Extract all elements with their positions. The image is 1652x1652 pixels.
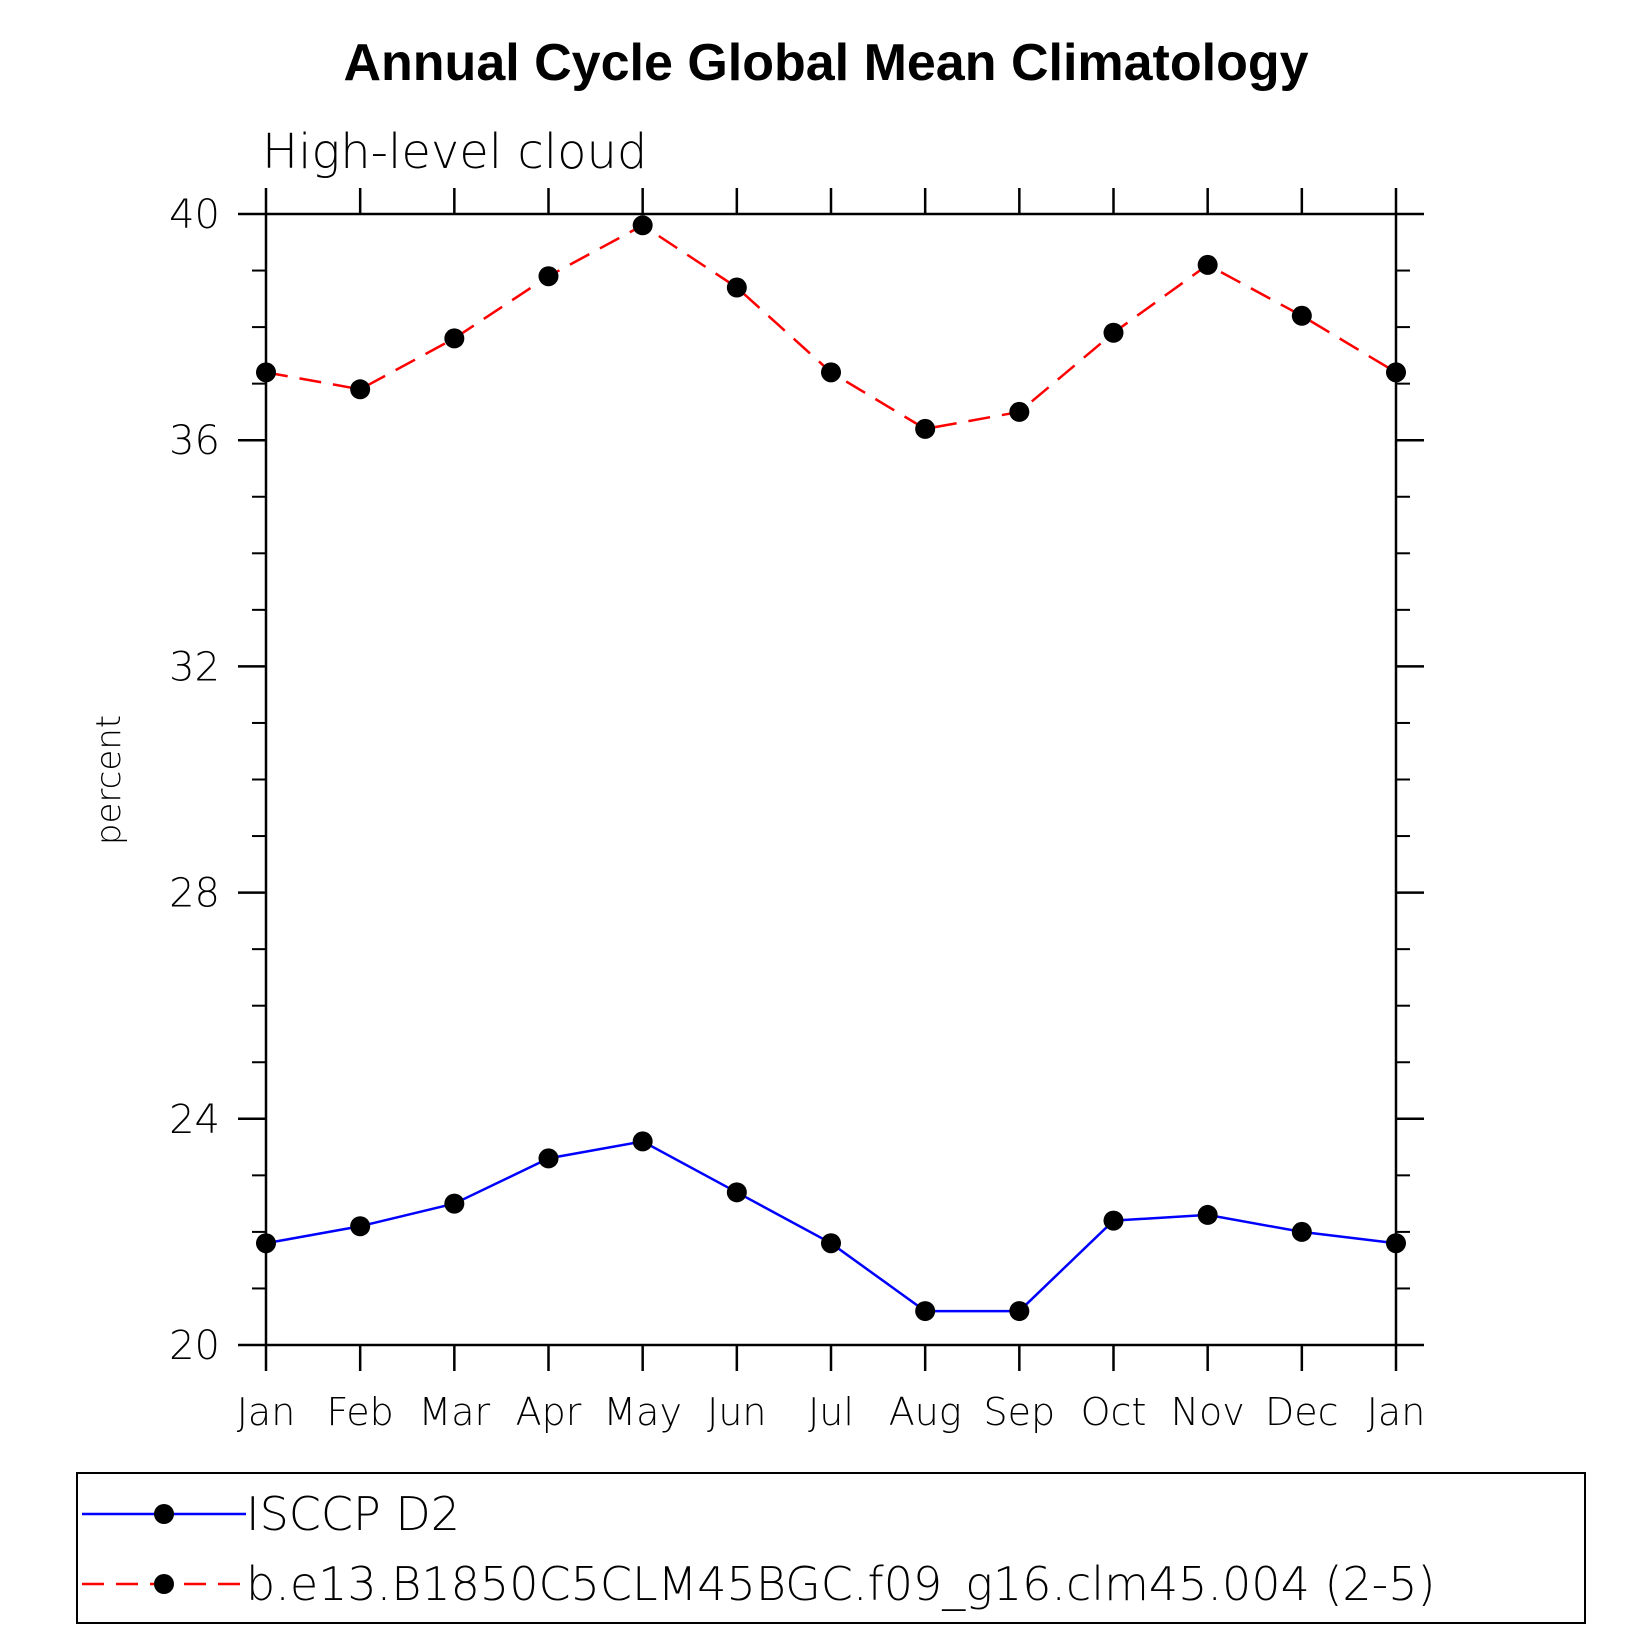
data-point [1103, 1210, 1124, 1231]
x-tick-label: Nov [1171, 1390, 1245, 1434]
data-point [1386, 1233, 1406, 1254]
data-point [726, 277, 747, 298]
x-tick-label: May [603, 1390, 682, 1434]
x-tick-label: Sep [984, 1390, 1056, 1434]
data-point [444, 328, 465, 349]
data-point [1291, 305, 1312, 326]
series-line [265, 223, 1397, 431]
data-point [1103, 322, 1124, 343]
data-point [821, 1233, 841, 1254]
series-layer [256, 215, 1406, 1322]
y-axis-label: percent [89, 715, 129, 845]
data-point [1197, 1204, 1218, 1225]
data-point [1197, 254, 1218, 275]
legend-label: b.e13.B1850C5CLM45BGC.f09_g16.clm45.004 … [246, 1557, 1436, 1611]
data-point [350, 379, 371, 400]
axes: Jan Feb Mar Apr May Jun Jul Aug Sep Oct Nov Dec Jan 2… [169, 188, 1425, 1434]
x-tick-label: Jan [1367, 1390, 1426, 1434]
y-tick-label: 40 [169, 192, 220, 238]
plot-frame [264, 212, 1398, 1347]
data-point [915, 1301, 936, 1322]
chart-subtitle: High-level cloud [262, 124, 647, 180]
chart-title: Annual Cycle Global Mean Climatology [343, 34, 1308, 92]
x-tick-label: Jan [237, 1390, 296, 1434]
y-tick-label: 24 [169, 1097, 220, 1143]
data-point [538, 266, 559, 287]
x-tick-label: Apr [516, 1390, 582, 1434]
y-tick-label: 20 [169, 1323, 220, 1369]
legend: ISCCP D2 b.e13.B1850C5CLM45BGC.f09_g16.cl… [76, 1472, 1586, 1624]
legend-label: ISCCP D2 [246, 1487, 460, 1541]
x-tick-label: Aug [889, 1390, 962, 1434]
data-point [444, 1193, 465, 1214]
series-2 [256, 215, 1406, 439]
data-point [726, 1182, 747, 1203]
x-tick-label: Jul [808, 1390, 854, 1434]
x-tick-label: Jun [707, 1390, 766, 1434]
series-1 [256, 1131, 1406, 1322]
x-tick-label: Oct [1081, 1390, 1147, 1434]
y-tick-label: 28 [169, 871, 220, 917]
data-point [1386, 362, 1406, 383]
data-point [538, 1148, 559, 1169]
y-tick-label: 36 [169, 418, 220, 464]
data-point [915, 418, 936, 439]
y-tick-label: 32 [169, 644, 220, 690]
data-point [256, 1233, 276, 1254]
series-line [265, 1140, 1397, 1313]
x-tick-label: Dec [1265, 1390, 1339, 1434]
data-point [632, 215, 653, 236]
data-point [632, 1131, 653, 1152]
data-point [350, 1216, 371, 1237]
data-point [1009, 1301, 1030, 1322]
legend-swatch-marker [154, 1574, 174, 1594]
data-point [1291, 1221, 1312, 1242]
legend-swatch-marker [154, 1504, 174, 1524]
data-point [821, 362, 841, 383]
data-point [256, 362, 276, 383]
data-point [1009, 401, 1030, 422]
legend-box [76, 1472, 1586, 1624]
x-tick-label: Mar [418, 1390, 490, 1434]
x-tick-label: Feb [327, 1390, 394, 1434]
